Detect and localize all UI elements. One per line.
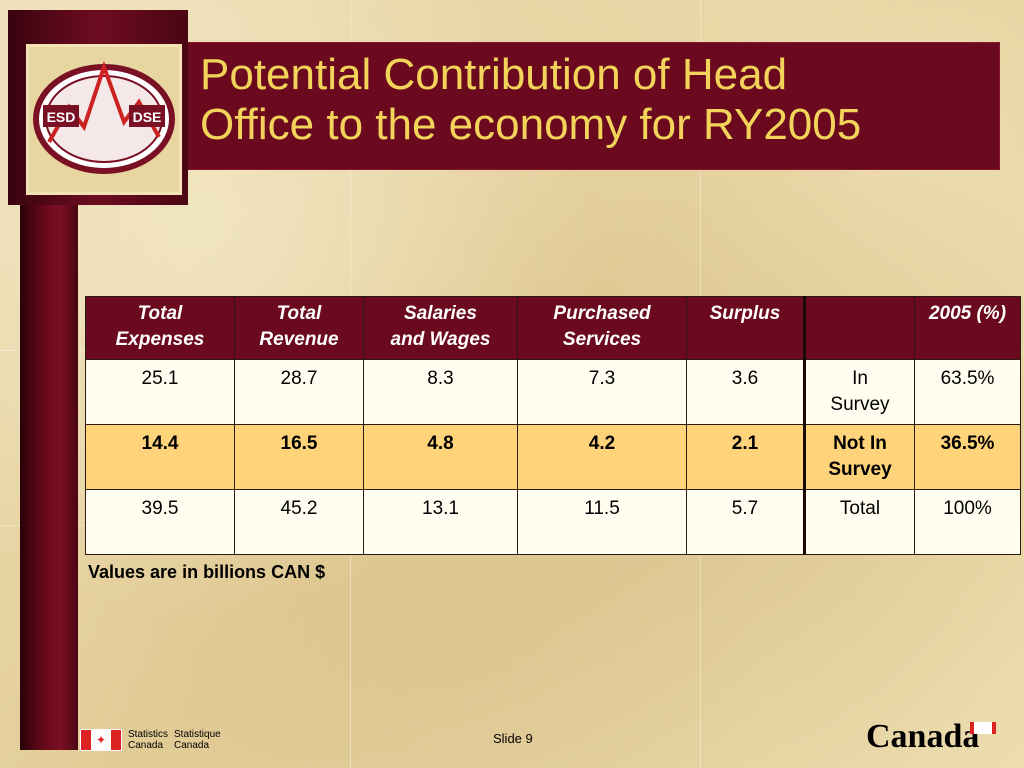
statcan-signature: ✦ Statistics Canada Statistique Canada — [80, 728, 240, 752]
header-surplus: Surplus — [686, 296, 805, 360]
table-cell: 100% — [914, 489, 1021, 555]
table-header-row: Total Expenses Total Revenue Salaries an… — [85, 296, 1021, 360]
left-decor-bar — [20, 205, 78, 750]
canada-wordmark: Canada — [866, 718, 980, 755]
table-cell: 14.4 — [85, 424, 235, 490]
title-banner — [180, 42, 1000, 170]
table-cell: 63.5% — [914, 359, 1021, 425]
table-cell: 5.7 — [686, 489, 805, 555]
table-cell: 11.5 — [517, 489, 687, 555]
table-row: 25.1 28.7 8.3 7.3 3.6 In Survey 63.5% — [85, 359, 1021, 425]
header-purchased-services: Purchased Services — [517, 296, 687, 360]
table-cell: 39.5 — [85, 489, 235, 555]
table-cell: In Survey — [803, 359, 915, 425]
esd-logo: ESD DSE — [26, 44, 182, 195]
table-cell: 13.1 — [363, 489, 518, 555]
statcan-en: Statistics Canada — [128, 729, 169, 751]
contribution-table: Total Expenses Total Revenue Salaries an… — [85, 296, 1021, 555]
table-cell: 2.1 — [686, 424, 805, 490]
table-cell: 28.7 — [234, 359, 364, 425]
slide-title: Potential Contribution of Head Office to… — [200, 50, 862, 149]
units-note: Values are in billions CAN $ — [88, 562, 326, 582]
table-cell: 4.2 — [517, 424, 687, 490]
header-salaries-wages: Salaries and Wages — [363, 296, 518, 360]
table-cell: Not In Survey — [803, 424, 915, 490]
wordmark-flag-icon — [970, 722, 996, 734]
logo-left-text: ESD — [47, 109, 76, 125]
table-row: 39.5 45.2 13.1 11.5 5.7 Total 100% — [85, 489, 1021, 555]
slide-number: Slide 9 — [493, 731, 533, 746]
canada-flag-icon: ✦ — [80, 729, 122, 751]
header-total-expenses: Total Expenses — [85, 296, 235, 360]
esd-logo-icon: ESD DSE — [33, 60, 175, 174]
header-2005-pct: 2005 (%) — [914, 296, 1021, 360]
table-row-highlighted: 14.4 16.5 4.8 4.2 2.1 Not In Survey 36.5… — [85, 424, 1021, 490]
statcan-fr: Statistique Canada — [174, 729, 221, 751]
table-cell: Total — [803, 489, 915, 555]
table-cell: 16.5 — [234, 424, 364, 490]
logo-frame: ESD DSE — [8, 10, 188, 205]
table-cell: 36.5% — [914, 424, 1021, 490]
header-total-revenue: Total Revenue — [234, 296, 364, 360]
logo-right-text: DSE — [133, 109, 162, 125]
table-cell: 45.2 — [234, 489, 364, 555]
table-cell: 8.3 — [363, 359, 518, 425]
table-cell: 4.8 — [363, 424, 518, 490]
header-blank — [803, 296, 915, 360]
table-cell: 3.6 — [686, 359, 805, 425]
table-cell: 7.3 — [517, 359, 687, 425]
table-cell: 25.1 — [85, 359, 235, 425]
